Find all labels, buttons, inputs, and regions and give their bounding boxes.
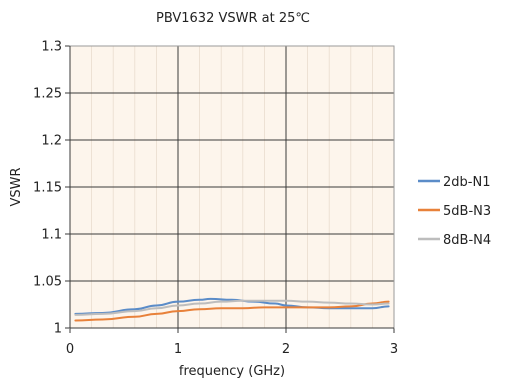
x-tick-label: 0 xyxy=(66,342,74,357)
grid-lines xyxy=(70,45,394,328)
x-tick-label: 3 xyxy=(390,342,398,357)
series-line-2 xyxy=(74,300,390,322)
x-axis-label: frequency (GHz) xyxy=(179,364,285,379)
legend: 2db-N1 5dB-N3 8dB-N4 xyxy=(418,175,491,248)
x-tick-label: 1 xyxy=(174,342,182,357)
legend-entry: 5dB-N3 xyxy=(443,204,491,219)
chart-title: PBV1632 VSWR at 25℃ xyxy=(156,11,310,26)
x-tick-labels: 0 1 2 3 xyxy=(66,342,398,357)
series-line-3 xyxy=(74,299,390,316)
legend-entry: 2db-N1 xyxy=(443,175,490,190)
x-tick-label: 2 xyxy=(282,342,290,357)
y-tick-label: 1 xyxy=(54,322,62,337)
y-tick-label: 1.1 xyxy=(41,228,62,243)
series-lines xyxy=(74,297,390,322)
legend-entry: 8dB-N4 xyxy=(443,233,491,248)
axes xyxy=(65,45,395,333)
y-axis-label: VSWR xyxy=(9,167,24,206)
y-tick-label: 1.2 xyxy=(41,134,62,149)
y-tick-label: 1.15 xyxy=(33,181,62,196)
y-tick-labels: 1 1.05 1.1 1.15 1.2 1.25 1.3 xyxy=(33,40,62,337)
y-tick-label: 1.25 xyxy=(33,87,62,102)
y-tick-label: 1.3 xyxy=(41,40,62,55)
y-tick-label: 1.05 xyxy=(33,275,62,290)
